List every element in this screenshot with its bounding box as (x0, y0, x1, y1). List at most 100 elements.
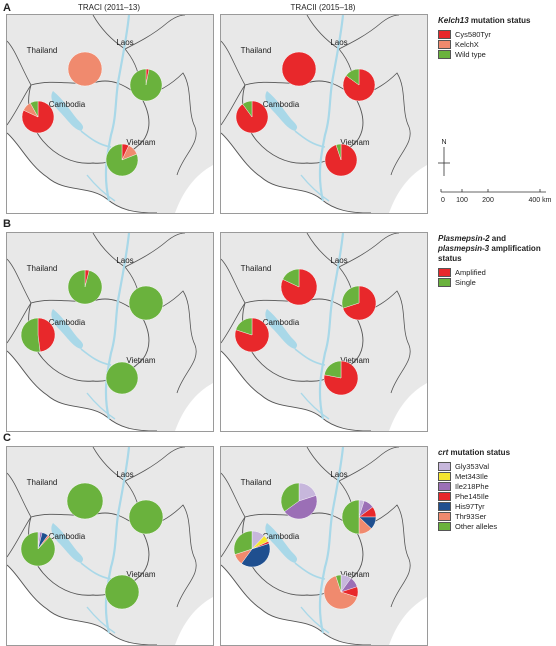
country-label: Thailand (241, 46, 272, 55)
pie-slice (20, 317, 41, 353)
map-panel: Thailand Laos Cambodia Vietnam (220, 446, 428, 646)
legend-title: Kelch13 mutation status (438, 16, 531, 25)
pie-slice (105, 361, 139, 395)
map-panel: Thailand Laos Cambodia Vietnam (6, 232, 214, 432)
border-thailand (7, 258, 32, 344)
country-label: Cambodia (49, 318, 86, 327)
border-thailand (221, 258, 246, 344)
legend-swatch (438, 29, 451, 39)
legend-item: Phe145Ile (438, 491, 552, 501)
scale-label: 0 (441, 197, 445, 204)
pie-slice (242, 100, 253, 118)
tonle-sap-river (294, 348, 326, 366)
pie-slice (128, 499, 164, 535)
pie-chart (67, 269, 103, 305)
legend-item: Cys580Tyr (438, 29, 552, 39)
pie-slice (280, 482, 300, 512)
pie-slice (281, 51, 317, 87)
sea-area-east (175, 383, 213, 431)
pie-chart (281, 51, 317, 87)
pie-slice (323, 575, 358, 610)
pie-chart (128, 499, 164, 535)
pie-slice (345, 68, 360, 86)
country-label: Vietnam (126, 356, 156, 365)
pie-chart (324, 143, 358, 177)
country-label: Vietnam (126, 138, 156, 147)
pie-slice (324, 360, 342, 379)
legend-item: Wild type (438, 49, 552, 59)
pie-slice (20, 531, 56, 567)
sea-area-east (175, 165, 213, 213)
legend-label: Wild type (455, 49, 486, 59)
border-vietnam (354, 290, 411, 394)
pie-slice (341, 285, 360, 309)
pie-chart (233, 530, 271, 568)
mekong-river (318, 15, 345, 202)
legend-label: His97Tyr (455, 501, 485, 511)
legend-label: Gly353Val (455, 461, 490, 471)
border-thailand (7, 40, 32, 126)
pie-slice (284, 495, 318, 520)
country-label: Thailand (241, 478, 272, 487)
country-label: Laos (116, 256, 133, 265)
pie-chart (20, 531, 56, 567)
pie-slice (67, 51, 103, 87)
country-label: Cambodia (263, 318, 300, 327)
pie-slice (37, 317, 56, 353)
panel-letter: B (3, 218, 11, 230)
pie-slice (342, 285, 377, 321)
mekong-river (104, 447, 131, 634)
legend-swatch (438, 461, 451, 471)
compass-label: N (441, 139, 446, 146)
border-vietnam (140, 290, 197, 394)
legend-label: Amplified (455, 267, 486, 277)
sea-area (221, 565, 371, 645)
tonle-sap-lake (51, 91, 84, 131)
legend-swatch (438, 511, 451, 521)
pie-chart (20, 317, 56, 353)
legend-label: Thr93Ser (455, 511, 487, 521)
border-thailand (7, 472, 32, 558)
legend-swatch (438, 267, 451, 277)
legend-item: Gly353Val (438, 461, 552, 471)
legend-title: Plasmepsin-2 and plasmepsin-3 amplificat… (438, 234, 541, 263)
tonle-sap-lake (265, 523, 298, 563)
tonle-sap-river (80, 348, 112, 366)
legend-swatch (438, 471, 451, 481)
compass-and-scale: N 0 100 200 400 km (438, 139, 552, 204)
legend-swatch (438, 491, 451, 501)
map-panel: Thailand Laos Cambodia Vietnam (6, 446, 214, 646)
country-label: Laos (330, 38, 347, 47)
sea-area (221, 133, 371, 213)
legend-swatch (438, 49, 451, 59)
scale-label: 100 (456, 197, 468, 204)
border-vietnam (354, 504, 411, 608)
legend: crt mutation status Gly353Val Met343Ile Ile… (438, 448, 552, 531)
map-panel: Thailand Laos Cambodia Vietnam (220, 14, 428, 214)
legend-item: Single (438, 277, 552, 287)
pie-slice (30, 100, 39, 118)
sea-area (7, 133, 157, 213)
pie-slice (105, 143, 139, 177)
border-vietnam (354, 72, 411, 176)
legend-label: Single (455, 277, 476, 287)
legend-swatch (438, 521, 451, 531)
country-label: Thailand (241, 264, 272, 273)
pie-chart (105, 143, 139, 177)
pie-slice (235, 317, 253, 336)
pie-chart (235, 100, 269, 134)
pie-chart (341, 499, 377, 535)
sea-area (7, 351, 157, 431)
tonle-sap-lake (51, 309, 84, 349)
map-svg: Thailand Laos Cambodia Vietnam (221, 447, 427, 645)
map-panel: Thailand Laos Cambodia Vietnam (6, 14, 214, 214)
panel-letter: C (3, 432, 11, 444)
legend-item: His97Tyr (438, 501, 552, 511)
pie-slice (282, 268, 300, 288)
legend-item: Amplified (438, 267, 552, 277)
country-label: Laos (116, 38, 133, 47)
pie-slice (342, 68, 376, 102)
legend: Kelch13 mutation status Cys580Tyr KelchX Wi… (438, 16, 552, 59)
tonle-sap-river (294, 130, 326, 148)
legend-label: Phe145Ile (455, 491, 489, 501)
